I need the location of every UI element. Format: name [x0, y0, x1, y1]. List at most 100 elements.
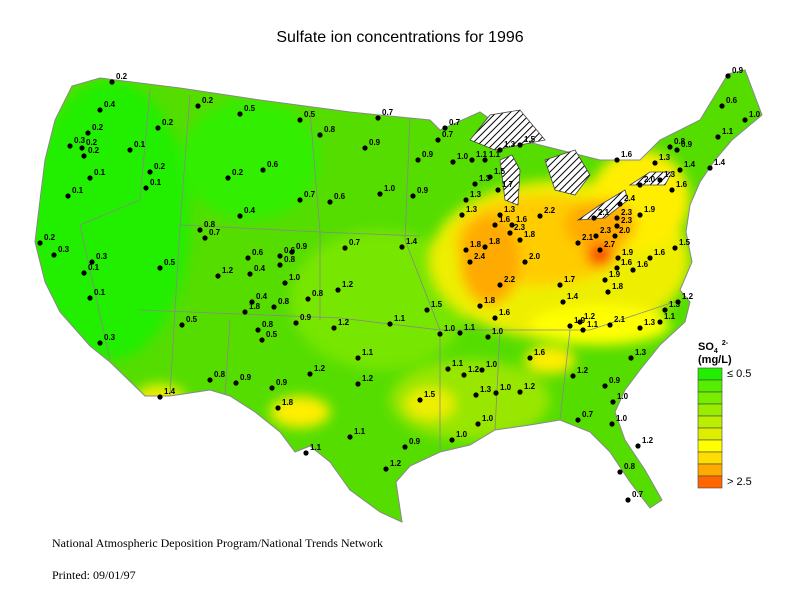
station-value: 0.4: [256, 292, 268, 301]
station-value: 1.8: [489, 237, 501, 246]
station-dot: [415, 157, 421, 163]
station-value: 0.8: [262, 320, 274, 329]
station-value: 1.6: [621, 150, 633, 159]
station-value: 0.9: [296, 242, 308, 251]
stations: 0.20.40.20.3 0.20.20.10.20.10.10.20.10.20…: [37, 66, 761, 503]
station-dot: [215, 273, 221, 279]
station-value: 1.3: [504, 205, 516, 214]
station-value: 0.9: [300, 313, 312, 322]
station-dot: [387, 321, 393, 327]
station-value: 1.1: [464, 323, 476, 332]
station-dot: [725, 73, 731, 79]
legend-swatch: [697, 463, 723, 477]
station-value: 0.9: [276, 378, 288, 387]
station-dot: [715, 134, 721, 140]
station-value: 0.2: [116, 72, 128, 81]
station-dot: [602, 383, 608, 389]
station-dot: [557, 282, 563, 288]
station-value: 1.1: [489, 150, 501, 159]
station-dot: [410, 193, 416, 199]
station-dot: [237, 213, 243, 219]
station-dot: [242, 309, 248, 315]
station-dot: [282, 280, 288, 286]
station-value: 2.0: [529, 252, 541, 261]
station-dot: [461, 372, 467, 378]
legend-label: ≤ 0.5: [727, 368, 751, 380]
station-value: 1.0: [749, 110, 761, 119]
station-dot: [475, 421, 481, 427]
station-dot: [81, 270, 87, 276]
station-dot: [492, 222, 498, 228]
station-value: 0.6: [267, 160, 279, 169]
station-dot: [567, 323, 573, 329]
station-dot: [377, 191, 383, 197]
station-value: 1.8: [612, 282, 624, 291]
station-dot: [355, 381, 361, 387]
station-value: 2.4: [624, 194, 636, 203]
station-value: 0.4: [244, 206, 256, 215]
station-value: 1.2: [524, 382, 536, 391]
legend-swatch: [697, 475, 723, 489]
station-value: 0.2: [44, 233, 56, 242]
station-value: 1.1: [310, 443, 322, 452]
station-dot: [607, 322, 613, 328]
station-dot: [247, 271, 253, 277]
station-dot: [647, 255, 653, 261]
station-dot: [507, 230, 513, 236]
station-value: 1.3: [664, 170, 676, 179]
legend-swatch: [697, 391, 723, 405]
station-value: 1.5: [524, 135, 536, 144]
station-dot: [157, 265, 163, 271]
station-value: 0.5: [186, 315, 198, 324]
legend-swatch: [697, 379, 723, 393]
station-dot: [249, 299, 255, 305]
station-dot: [667, 144, 673, 150]
station-dot: [473, 392, 479, 398]
station-dot: [97, 107, 103, 113]
station-dot: [277, 253, 283, 259]
station-value: 1.7: [502, 180, 514, 189]
station-value: 1.3: [504, 140, 516, 149]
station-dot: [635, 443, 641, 449]
station-value: 1.4: [714, 158, 726, 167]
station-value: 0.2: [154, 162, 166, 171]
station-dot: [445, 366, 451, 372]
station-value: 0.8: [214, 370, 226, 379]
station-dot: [509, 222, 515, 228]
station-value: 0.9: [422, 150, 434, 159]
station-value: 2.1: [598, 208, 610, 217]
station-dot: [617, 469, 623, 475]
station-value: 1.4: [406, 237, 418, 246]
station-dot: [197, 227, 203, 233]
station-value: 1.0: [456, 430, 468, 439]
station-dot: [355, 355, 361, 361]
station-value: 1.0: [384, 184, 396, 193]
station-dot: [335, 287, 341, 293]
station-value: 0.4: [104, 100, 116, 109]
station-dot: [677, 167, 683, 173]
station-dot: [497, 212, 503, 218]
station-dot: [675, 299, 681, 305]
station-value: 0.7: [449, 118, 461, 127]
station-dot: [517, 389, 523, 395]
station-dot: [657, 319, 663, 325]
station-value: 1.5: [494, 167, 506, 176]
station-value: 1.0: [289, 273, 301, 282]
station-value: 2.1: [582, 233, 594, 242]
station-value: 1.1: [664, 312, 676, 321]
station-value: 1.0: [457, 152, 469, 161]
station-value: 1.1: [452, 359, 464, 368]
station-value: 0.1: [94, 168, 106, 177]
station-value: 1.6: [534, 348, 546, 357]
station-dot: [459, 212, 465, 218]
station-value: 0.9: [369, 138, 381, 147]
station-value: 1.2: [584, 312, 596, 321]
station-value: 2.2: [544, 206, 556, 215]
station-dot: [614, 215, 620, 221]
station-dot: [605, 289, 611, 295]
station-dot: [628, 355, 634, 361]
station-dot: [527, 355, 533, 361]
station-dot: [493, 390, 499, 396]
station-dot: [615, 255, 621, 261]
station-value: 0.9: [417, 186, 429, 195]
